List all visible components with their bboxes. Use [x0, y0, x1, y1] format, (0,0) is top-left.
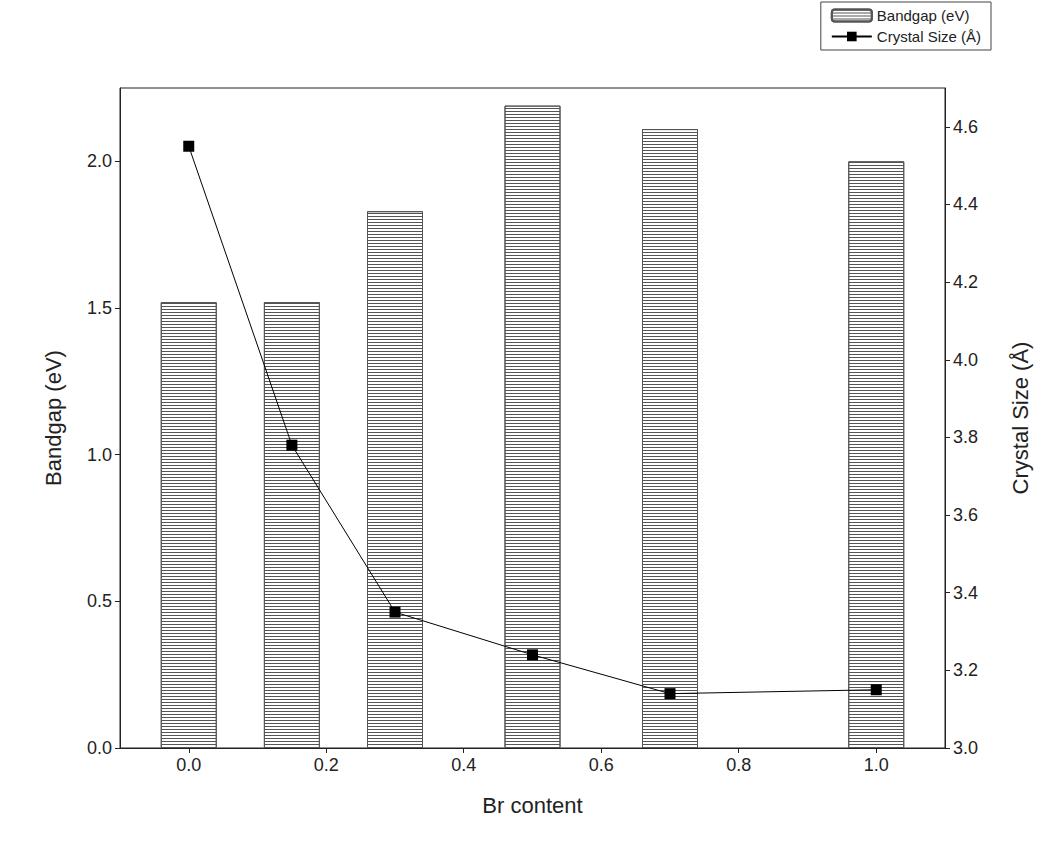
svg-text:4.2: 4.2	[953, 272, 978, 292]
svg-text:3.8: 3.8	[953, 427, 978, 447]
svg-text:Bandgap (eV): Bandgap (eV)	[877, 7, 970, 24]
svg-text:0.5: 0.5	[87, 591, 112, 611]
svg-text:0.0: 0.0	[87, 738, 112, 758]
svg-text:3.6: 3.6	[953, 505, 978, 525]
svg-text:0.8: 0.8	[726, 755, 751, 775]
svg-text:Br content: Br content	[482, 793, 582, 818]
svg-text:4.0: 4.0	[953, 350, 978, 370]
svg-text:2.0: 2.0	[87, 151, 112, 171]
svg-text:1.0: 1.0	[87, 445, 112, 465]
svg-text:3.0: 3.0	[953, 738, 978, 758]
svg-text:3.4: 3.4	[953, 583, 978, 603]
svg-text:0.6: 0.6	[589, 755, 614, 775]
svg-text:1.0: 1.0	[864, 755, 889, 775]
svg-text:4.4: 4.4	[953, 194, 978, 214]
svg-text:0.0: 0.0	[176, 755, 201, 775]
svg-text:0.4: 0.4	[451, 755, 476, 775]
svg-text:3.2: 3.2	[953, 660, 978, 680]
svg-text:0.2: 0.2	[314, 755, 339, 775]
svg-text:1.5: 1.5	[87, 298, 112, 318]
svg-text:Crystal Size (Å): Crystal Size (Å)	[1008, 342, 1033, 495]
svg-text:Crystal Size (Å): Crystal Size (Å)	[877, 28, 981, 45]
svg-text:Bandgap (eV): Bandgap (eV)	[41, 350, 66, 486]
svg-text:4.6: 4.6	[953, 117, 978, 137]
